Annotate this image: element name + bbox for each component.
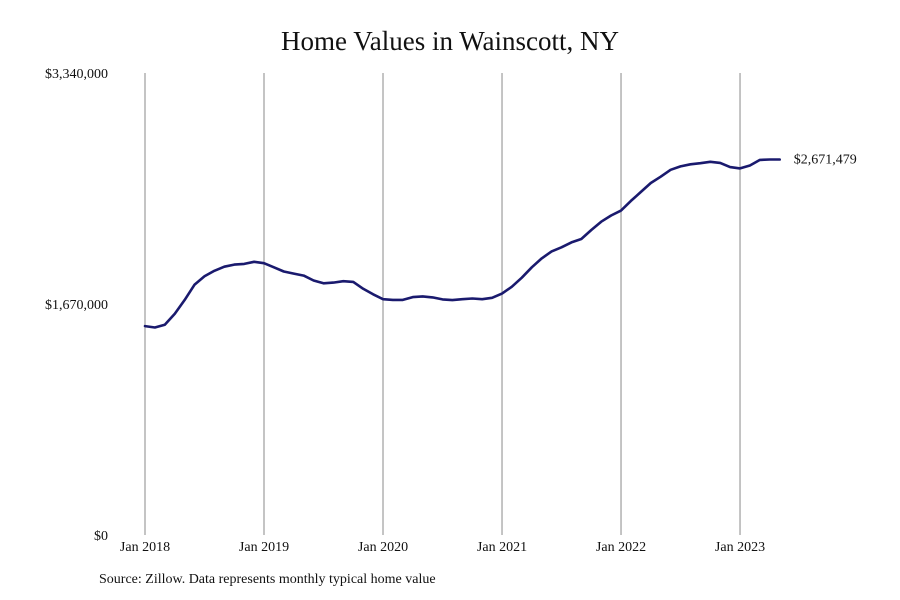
y-tick-label: $3,340,000 xyxy=(45,67,108,82)
end-value-label: $2,671,479 xyxy=(794,152,857,167)
chart-title: Home Values in Wainscott, NY xyxy=(280,26,620,56)
series-line xyxy=(143,158,782,329)
x-tick-label: Jan 2019 xyxy=(239,540,289,555)
source-note: Source: Zillow. Data represents monthly … xyxy=(99,572,436,587)
y-tick-label: $0 xyxy=(94,529,108,544)
y-tick-label: $1,670,000 xyxy=(45,298,108,313)
x-tick-label: Jan 2020 xyxy=(358,540,408,555)
x-tick-label: Jan 2023 xyxy=(715,540,765,555)
x-tick-label: Jan 2021 xyxy=(477,540,527,555)
x-tick-label: Jan 2018 xyxy=(120,540,170,555)
x-tick-label: Jan 2022 xyxy=(596,540,646,555)
